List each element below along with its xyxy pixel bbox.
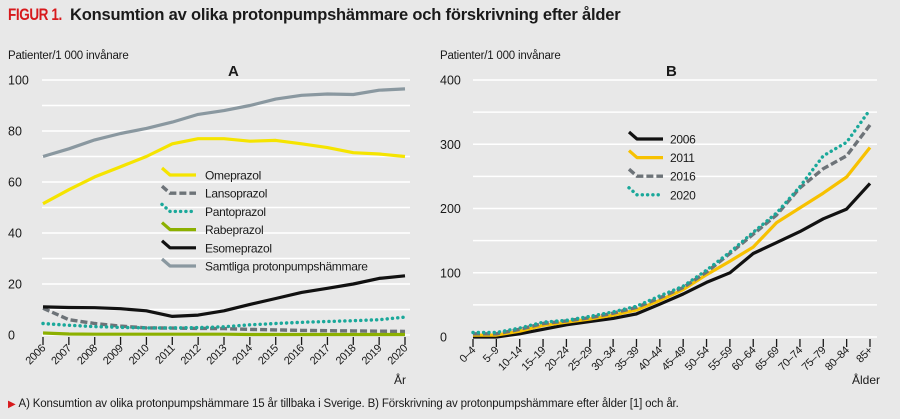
x-tick-label: 2016 [282,342,307,367]
x-tick-label: 2009 [101,342,126,367]
y-tick-label: 400 [440,74,461,88]
figure-title: FIGUR 1. Konsumtion av olika protonpumpsh… [8,6,621,25]
x-tick-label: 50–54 [683,344,712,373]
x-tick-label: 60–64 [730,344,759,373]
panel-label: A [228,63,239,80]
legend-label: Lansoprazol [205,187,267,201]
x-axis-title: Ålder [852,372,880,387]
series-line-omeprazol [42,137,406,206]
legend-swatch [160,239,196,250]
legend-swatch [160,221,196,232]
y-tick-label: 100 [8,74,29,88]
y-tick-label: 40 [8,227,22,241]
x-tick-label: 2015 [256,342,281,367]
y-tick-label: 100 [440,266,461,280]
y-tick-label: 60 [8,176,22,190]
legend-swatch [627,149,663,160]
legend-label: 2011 [670,151,695,165]
panel-label: B [666,63,677,80]
y-tick-label: 80 [8,125,22,139]
legend-label: Pantoprazol [205,205,266,219]
y-tick-label: 20 [8,278,22,292]
y-tick-label: 0 [8,329,15,343]
y-tick-label: 200 [440,202,461,216]
legend-label: Omeprazol [205,169,261,183]
legend-label: 2016 [670,170,696,184]
x-tick-label: 2011 [153,342,177,366]
legend-swatch [160,184,196,195]
chart-a: Patienter/1 000 invånare A 0 20 40 60 80 100 200… [8,50,410,387]
figure-title-text: Konsumtion av olika protonpumpshämmare o… [70,6,621,24]
chart-b: Patienter/1 000 invånare B 0 100 200 300 400 0–… [440,50,880,387]
x-tick-label: 45–49 [660,344,689,373]
y-axis-title: Patienter/1 000 invånare [440,50,561,62]
x-tick-label: 2020 [385,342,410,367]
legend-swatch [627,186,665,197]
legend-label: Esomeprazol [205,241,272,255]
series-line-2020 [471,107,872,335]
series-line-pantoprazol [41,315,407,330]
x-tick-label: 10–14 [496,344,525,373]
series-line-samtliga-protonpumpshämmare [42,87,406,159]
x-tick-label: 25–29 [566,344,595,373]
x-axis-title: År [394,372,406,387]
x-tick-label: 40–44 [636,344,665,373]
x-tick-label: 2007 [49,342,74,367]
x-tick-label: 65–69 [753,344,782,373]
x-tick-label: 35–39 [613,344,642,373]
legend-swatch [160,257,196,268]
figure-caption: ▶ A) Konsumtion av olika protonpumpshämma… [8,398,679,410]
series-line-2011 [473,146,872,337]
series-line-2006 [473,182,872,339]
x-tick-label: 2014 [230,342,255,367]
legend: 2006 2011 2016 2020 [627,130,696,202]
x-tick-label: 2017 [308,342,333,367]
x-tick-label: 2013 [204,342,229,367]
x-tick-label: 55–59 [706,344,735,373]
series-line-rabeprazol [42,331,405,337]
series-line-2016 [473,123,872,336]
x-tick-label: 85+ [854,345,875,366]
y-tick-label: 0 [440,331,447,345]
caption-text: A) Konsumtion av olika protonpumpshämmar… [18,398,679,410]
caption-marker-icon: ▶ [8,399,16,410]
x-tick-label: 2010 [127,342,152,367]
x-tick-label: 2008 [75,342,100,367]
series-line-lansoprazol [42,306,406,334]
legend-swatch [627,130,663,141]
x-tick-label: 20–24 [543,344,572,373]
legend-swatch [627,167,663,178]
series-line-esomeprazol [42,274,406,318]
x-tick-label: 70–74 [776,344,805,373]
x-tick-label: 80–84 [823,344,852,373]
legend-swatch [160,166,196,177]
y-axis-title: Patienter/1 000 invånare [8,50,129,62]
legend-swatch [160,202,198,214]
legend-label: Rabeprazol [205,223,263,237]
legend: Omeprazol Lansoprazol Pantoprazol Rabeprazo… [160,166,369,274]
y-tick-label: 300 [440,138,461,152]
x-tick-label: 0–4 [458,344,479,365]
x-tick-label: 2012 [179,342,204,367]
x-tick-label: 15–19 [519,344,548,373]
legend-label: Samtliga protonpumpshämmare [205,260,368,274]
x-tick-label: 2006 [23,342,48,367]
legend-label: 2006 [670,133,696,147]
x-tick-label: 2019 [360,342,385,367]
x-tick-label: 2018 [334,342,359,367]
figure-label: FIGUR 1. [8,6,62,24]
legend-label: 2020 [670,188,696,202]
x-tick-label: 30–34 [590,344,619,373]
x-tick-label: 75–79 [800,344,829,373]
